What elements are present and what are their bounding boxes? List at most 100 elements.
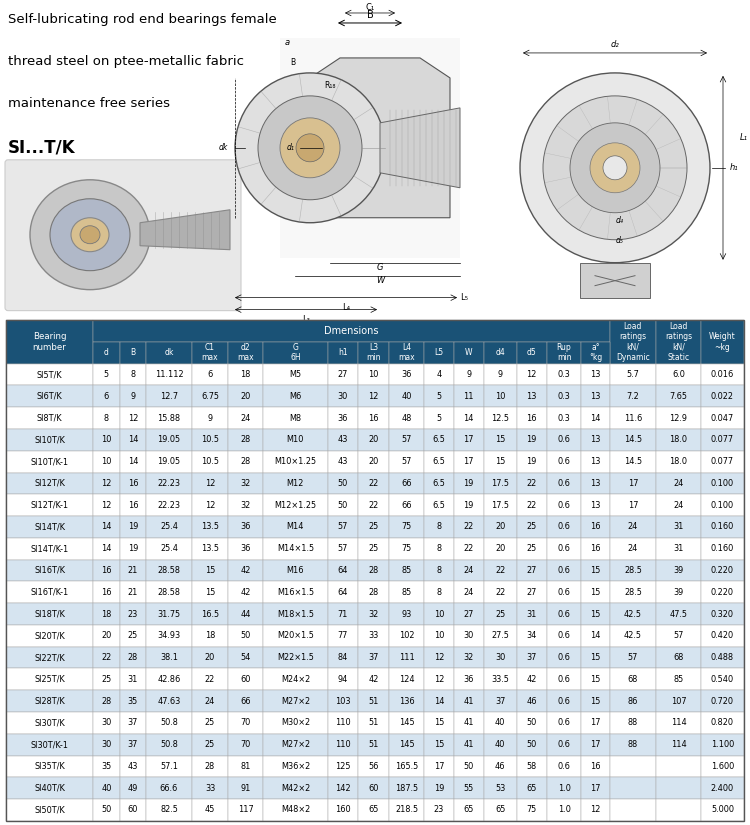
Bar [6,429,93,450]
Bar [6,516,93,538]
Text: L₃: L₃ [302,314,310,323]
Bar [146,777,192,799]
Text: 0.100: 0.100 [711,478,734,488]
Text: 6.75: 6.75 [201,392,219,401]
Text: 21: 21 [128,587,138,596]
Bar [228,364,263,385]
Bar [454,668,484,691]
Text: 70: 70 [241,719,250,728]
Polygon shape [140,210,230,250]
Text: 66.6: 66.6 [160,784,178,793]
Text: 10: 10 [433,610,444,619]
Text: SI28T/K: SI28T/K [34,696,65,705]
Bar [6,450,93,473]
Text: 51: 51 [368,740,379,749]
Text: 14: 14 [128,457,138,466]
Bar [484,473,517,494]
Bar [328,691,358,712]
Bar [610,450,656,473]
Text: 25: 25 [526,522,537,531]
Text: h₁: h₁ [730,163,739,172]
Bar [389,777,424,799]
Text: 28: 28 [205,762,215,771]
Text: 24: 24 [674,501,684,510]
Bar [701,756,744,777]
Text: 7.65: 7.65 [670,392,688,401]
Text: 12.7: 12.7 [160,392,178,401]
Bar [547,712,581,733]
Bar [192,538,228,559]
Text: d₂: d₂ [610,40,620,49]
Text: 142: 142 [334,784,350,793]
Bar [6,712,93,733]
Bar [263,777,328,799]
Text: 8: 8 [436,587,442,596]
Ellipse shape [71,218,109,252]
Bar [389,473,424,494]
Text: 0.6: 0.6 [557,631,571,640]
Bar [119,603,146,625]
Bar [610,712,656,733]
Bar [581,712,610,733]
Text: 15: 15 [590,653,601,662]
Text: 12: 12 [128,413,138,422]
Bar [228,538,263,559]
Bar [424,733,454,756]
Text: 1.0: 1.0 [557,784,571,793]
Text: 82.5: 82.5 [160,805,178,814]
Text: 0.420: 0.420 [711,631,734,640]
Bar [610,364,656,385]
Bar [119,364,146,385]
Text: SI5T/K: SI5T/K [37,370,62,379]
Text: 15: 15 [590,610,601,619]
Bar [484,429,517,450]
Ellipse shape [80,226,100,243]
Bar [701,733,744,756]
Bar [93,320,610,342]
Bar [328,408,358,429]
Text: 10: 10 [495,392,506,401]
Text: 16: 16 [101,566,112,575]
Text: Rup
min: Rup min [556,343,572,362]
Bar [517,756,547,777]
Bar [701,691,744,712]
Text: L₅: L₅ [460,293,468,302]
Bar [484,342,517,364]
Bar [146,733,192,756]
Text: W: W [465,348,472,357]
Bar [119,385,146,408]
Text: 44: 44 [241,610,251,619]
Bar [263,408,328,429]
Bar [424,582,454,603]
Bar [192,473,228,494]
Text: 39: 39 [674,587,683,596]
Text: 110: 110 [334,740,350,749]
Text: 0.3: 0.3 [558,413,571,422]
Text: 22: 22 [368,501,379,510]
Text: 37: 37 [368,653,379,662]
Bar [610,733,656,756]
Bar [192,799,228,821]
Bar [610,603,656,625]
Bar [6,538,93,559]
Text: 0.047: 0.047 [711,413,734,422]
Text: d5: d5 [526,348,536,357]
Bar [454,582,484,603]
Text: d₅: d₅ [616,236,624,245]
Bar [263,494,328,516]
Text: 20: 20 [495,522,506,531]
Text: 94: 94 [338,675,348,684]
Bar [146,668,192,691]
Bar [581,364,610,385]
Text: 30: 30 [495,653,506,662]
Text: 40: 40 [101,784,112,793]
Text: 12: 12 [101,478,112,488]
Text: 53: 53 [495,784,506,793]
Text: 10: 10 [368,370,379,379]
Bar [93,538,119,559]
Text: 47.5: 47.5 [670,610,688,619]
Bar [263,364,328,385]
Bar [192,516,228,538]
Bar [656,364,701,385]
Bar [581,582,610,603]
